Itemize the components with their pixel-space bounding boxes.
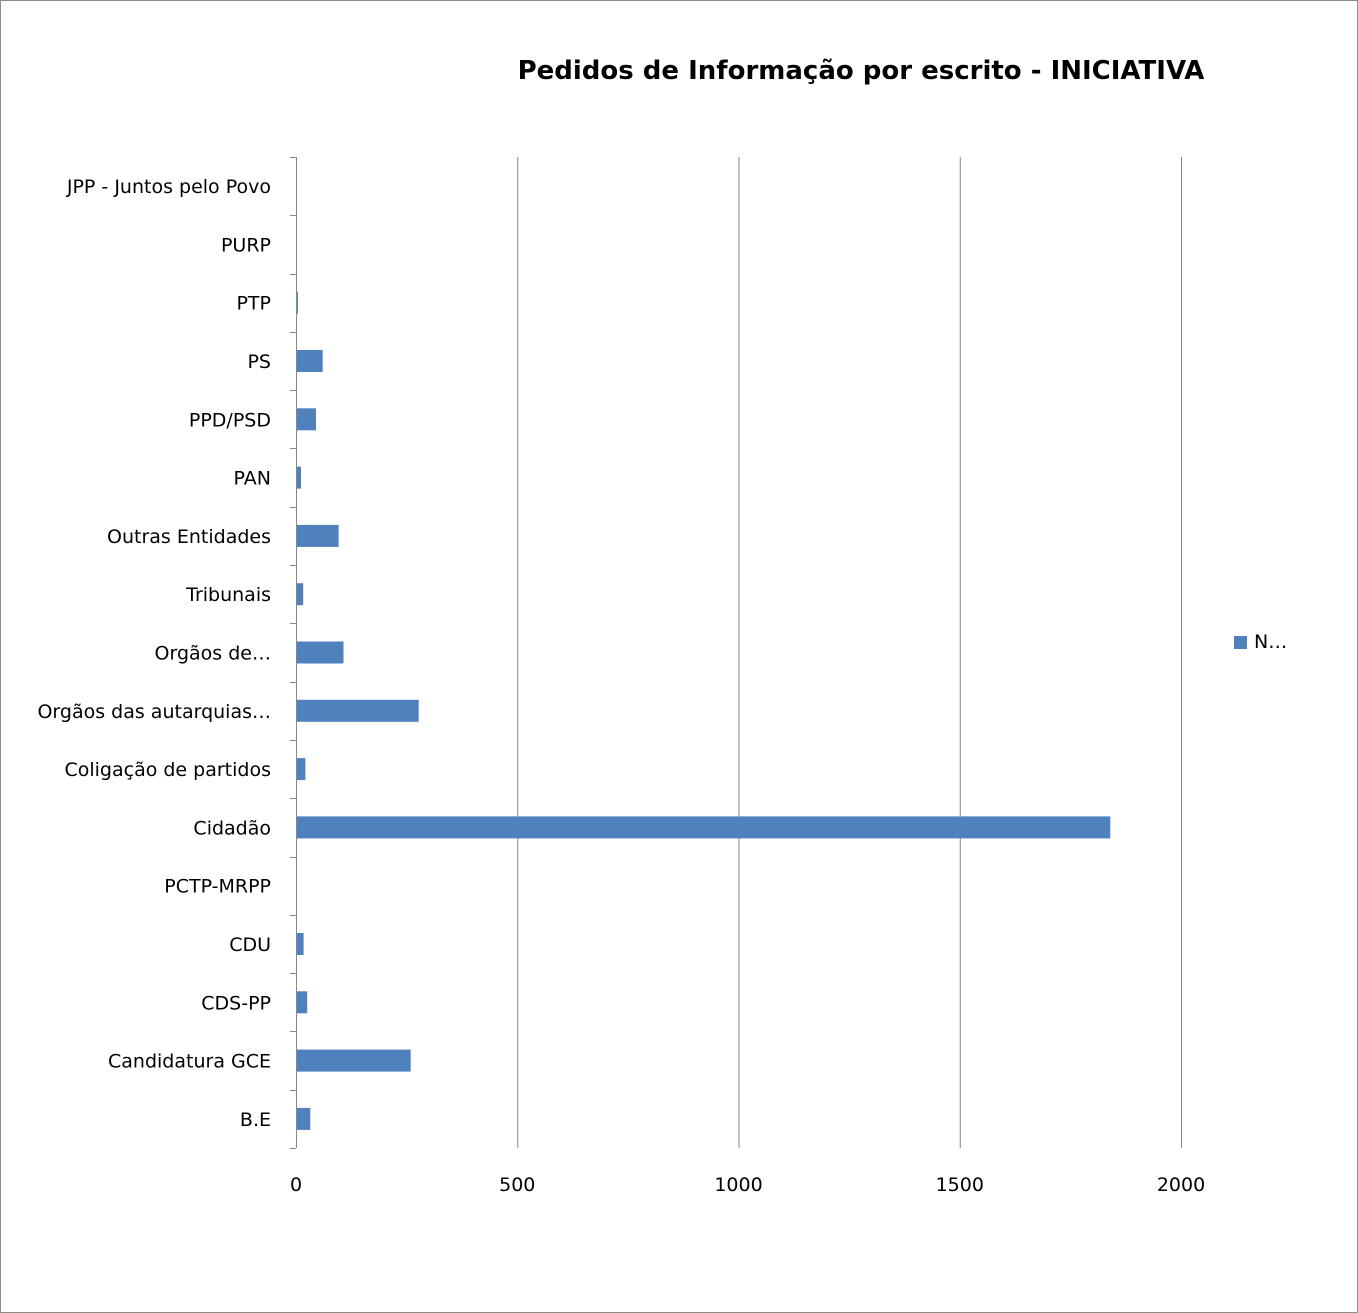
bar	[297, 991, 308, 1014]
x-tick-label: 1000	[714, 1174, 762, 1196]
bar	[297, 291, 298, 314]
category-label: Cidadão	[193, 817, 271, 839]
legend-swatch	[1234, 635, 1247, 649]
category-label: Candidatura GCE	[108, 1051, 271, 1073]
category-label: PS	[247, 351, 271, 373]
bar	[297, 583, 304, 606]
category-label: Coligação de partidos	[64, 759, 271, 781]
bar	[297, 1107, 311, 1130]
category-label: PAN	[234, 468, 271, 490]
x-tick-label: 0	[290, 1174, 302, 1196]
category-label: PCTP-MRPP	[164, 876, 271, 898]
bar	[297, 408, 316, 431]
bar	[297, 1049, 411, 1072]
category-label: PPD/PSD	[189, 409, 271, 431]
category-label: JPP - Juntos pelo Povo	[66, 176, 271, 198]
x-tick-label: 500	[499, 1174, 535, 1196]
legend-label: N…	[1254, 631, 1288, 653]
bar	[297, 524, 339, 547]
chart-title: Pedidos de Informação por escrito - INIC…	[517, 56, 1205, 86]
bar	[297, 350, 323, 372]
bar	[297, 758, 306, 781]
category-label: Tribunais	[185, 584, 271, 606]
category-label: PTP	[236, 293, 271, 315]
category-label: Orgãos de…	[155, 643, 271, 665]
category-label: CDS-PP	[201, 992, 271, 1014]
x-tick-label: 1500	[936, 1174, 984, 1196]
category-label: Outras Entidades	[107, 526, 271, 548]
bar	[297, 933, 304, 955]
x-tick-label: 2000	[1157, 1174, 1205, 1196]
bar	[297, 466, 301, 489]
legend: N…	[1234, 631, 1287, 653]
bar	[297, 699, 419, 722]
bar	[297, 641, 344, 664]
bar	[297, 816, 1111, 839]
category-label: B.E	[240, 1109, 271, 1131]
category-label: Orgãos das autarquias…	[37, 701, 271, 723]
category-label: PURP	[221, 234, 271, 256]
category-label: CDU	[229, 934, 271, 956]
